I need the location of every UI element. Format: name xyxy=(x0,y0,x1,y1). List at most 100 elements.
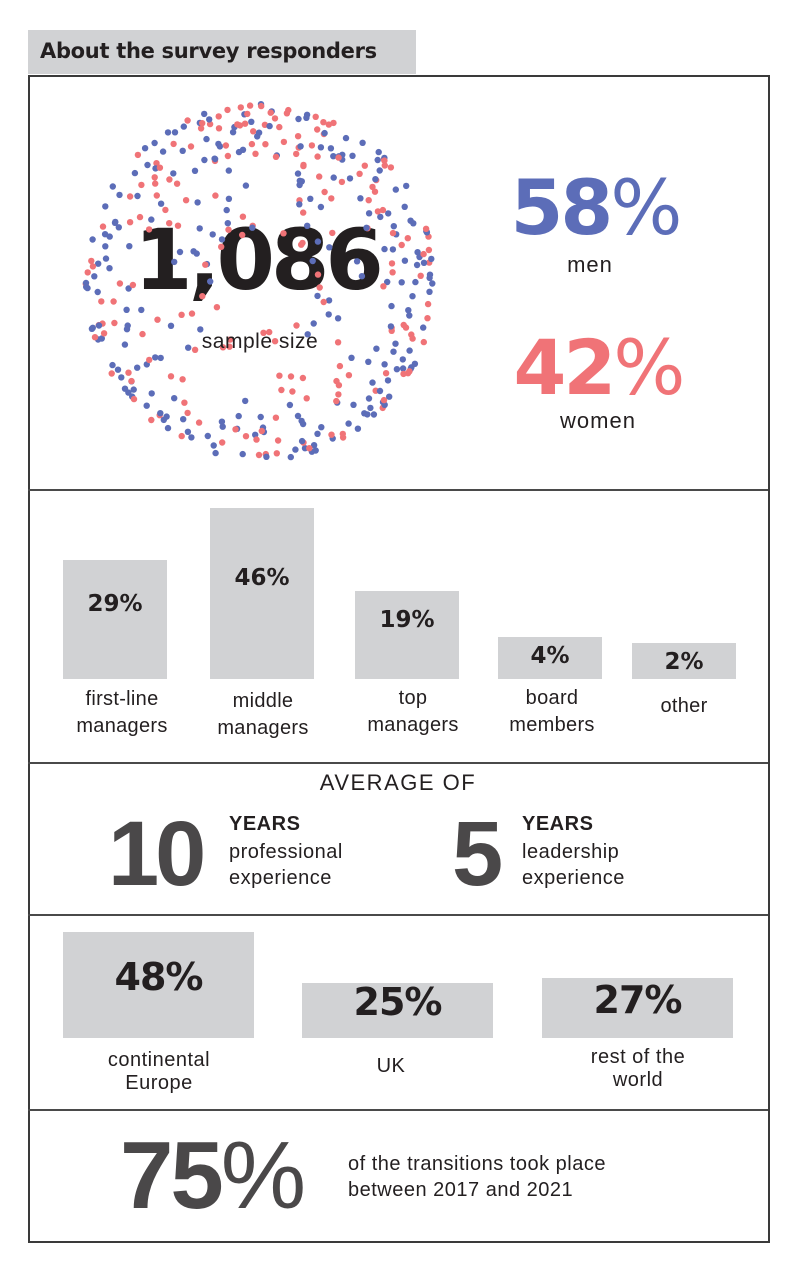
respondent-dot xyxy=(218,236,226,243)
respondent-dot xyxy=(321,129,328,137)
respondent-dot xyxy=(197,125,205,132)
respondent-dot xyxy=(134,364,141,371)
respondent-dot xyxy=(392,340,399,347)
respondent-dot xyxy=(188,434,195,441)
respondent-dot xyxy=(292,446,299,453)
respondent-dot xyxy=(417,272,424,279)
bar-value-label: 4% xyxy=(530,642,570,669)
respondent-dot xyxy=(201,156,208,164)
respondent-dot xyxy=(330,119,337,127)
respondent-dot xyxy=(109,183,116,190)
respondent-dot xyxy=(202,261,209,268)
respondent-dot xyxy=(129,281,137,289)
respondent-dot xyxy=(429,280,436,287)
respondent-dot xyxy=(229,129,237,136)
respondent-dot xyxy=(369,379,376,386)
respondent-dot xyxy=(321,188,328,196)
respondent-dot xyxy=(260,329,267,336)
respondent-dot xyxy=(234,121,241,128)
respondent-dot xyxy=(330,153,337,160)
category-label-line: members xyxy=(509,714,595,736)
respondent-dot xyxy=(148,416,155,424)
respondent-dot xyxy=(253,436,260,443)
leadership-years-number: 5 xyxy=(452,803,503,905)
respondent-dot xyxy=(159,148,167,155)
region-label-line: world xyxy=(612,1069,664,1091)
respondent-dot xyxy=(364,411,371,418)
respondent-dot xyxy=(226,343,233,350)
region-label-line: continental xyxy=(107,1049,211,1071)
men-percentage-value: 58 xyxy=(510,163,614,252)
respondent-dot xyxy=(420,324,427,331)
respondent-dot xyxy=(174,222,182,229)
region-bar-rest-of-world: 27% xyxy=(542,978,733,1038)
respondent-dot xyxy=(102,203,109,210)
respondent-dot xyxy=(365,210,373,217)
respondent-dot xyxy=(353,258,361,265)
respondent-dot xyxy=(154,316,161,323)
respondent-dot xyxy=(297,143,304,150)
respondent-dot xyxy=(373,345,380,352)
respondent-dot xyxy=(272,153,280,160)
respondent-dot xyxy=(400,370,407,378)
respondent-dot xyxy=(276,123,283,131)
respondent-dot xyxy=(359,139,366,146)
respondent-dot xyxy=(271,115,279,122)
respondent-dot xyxy=(296,177,303,184)
respondent-dot xyxy=(404,235,411,242)
respondent-dot xyxy=(108,370,115,377)
respondent-dot xyxy=(95,322,103,329)
respondent-dot xyxy=(426,271,434,278)
respondent-dot xyxy=(390,348,397,355)
respondent-dot xyxy=(338,178,346,186)
respondent-dot xyxy=(201,110,208,118)
respondent-dot xyxy=(151,174,158,181)
respondent-dot xyxy=(219,423,226,430)
bar-value-label: 19% xyxy=(379,606,435,633)
respondent-dot xyxy=(166,220,173,227)
respondent-dot xyxy=(130,386,137,393)
region-bar-continental-europe: 48% xyxy=(63,931,254,1038)
respondent-dot xyxy=(213,304,221,311)
respondent-dot xyxy=(170,170,177,177)
respondent-dot xyxy=(91,273,98,280)
respondent-dot xyxy=(382,370,390,377)
category-label-first-line-managers: first-line managers xyxy=(52,686,192,740)
respondent-dot xyxy=(420,250,427,258)
region-label-continental-europe: continental Europe xyxy=(59,1049,259,1095)
respondent-dot xyxy=(374,208,382,215)
respondent-dot xyxy=(258,102,265,110)
respondent-dot xyxy=(121,341,129,348)
respondent-dot xyxy=(420,259,428,266)
respondent-dot xyxy=(216,143,224,150)
respondent-dot xyxy=(102,243,109,250)
respondent-dot xyxy=(334,315,342,322)
respondent-dot xyxy=(249,224,256,231)
respondent-dot xyxy=(252,431,259,438)
category-label-line: managers xyxy=(76,715,168,737)
respondent-dot xyxy=(410,220,417,227)
respondent-dot xyxy=(345,372,353,379)
leadership-years-description: leadership experience xyxy=(522,839,625,891)
respondent-dot xyxy=(195,419,203,426)
region-label-line: Europe xyxy=(125,1072,193,1094)
respondent-dot xyxy=(405,307,412,314)
respondent-dot xyxy=(356,170,363,177)
respondent-dot xyxy=(146,356,153,364)
description-line: professional xyxy=(229,841,343,863)
respondent-dot xyxy=(219,439,226,446)
respondent-dot xyxy=(188,310,196,317)
respondent-dot xyxy=(211,155,219,163)
respondent-dot xyxy=(184,117,191,124)
respondent-dot xyxy=(320,119,327,126)
respondent-dot xyxy=(385,210,392,217)
respondent-dot xyxy=(310,442,318,449)
respondent-dot xyxy=(358,273,366,280)
respondent-dot xyxy=(384,278,391,286)
respondent-dot xyxy=(287,453,294,461)
respondent-dot xyxy=(194,199,201,206)
respondent-dot xyxy=(406,368,413,375)
respondent-dot xyxy=(235,148,243,156)
respondent-dot xyxy=(164,424,172,432)
respondent-dot xyxy=(304,331,311,338)
